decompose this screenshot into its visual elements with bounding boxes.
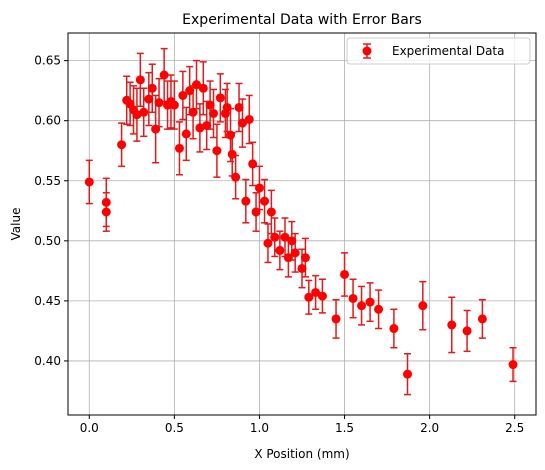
data-point	[248, 159, 258, 169]
chart-title: Experimental Data with Error Bars	[182, 12, 422, 28]
x-tick-label: 1.5	[335, 421, 354, 435]
y-tick-label: 0.50	[34, 234, 61, 248]
data-point	[178, 90, 188, 100]
data-point	[117, 140, 127, 150]
data-point	[251, 207, 261, 217]
data-point	[222, 102, 232, 112]
data-point	[418, 301, 428, 311]
data-point	[144, 94, 154, 104]
data-point	[169, 100, 179, 110]
data-point	[188, 107, 198, 117]
data-point	[174, 143, 184, 153]
data-point	[101, 207, 111, 217]
data-point	[205, 100, 215, 110]
x-tick-label: 0.0	[80, 421, 99, 435]
grid	[68, 33, 536, 415]
data-point	[374, 304, 384, 314]
data-point	[244, 114, 254, 124]
data-point	[447, 320, 457, 330]
data-point	[195, 123, 205, 133]
x-tick-label: 0.5	[165, 421, 184, 435]
data-points	[84, 70, 518, 379]
data-point	[508, 360, 518, 370]
y-tick-label: 0.45	[34, 294, 61, 308]
y-tick-label: 0.55	[34, 174, 61, 188]
y-axis-label: Value	[9, 208, 23, 241]
y-tick-label: 0.40	[34, 354, 61, 368]
data-point	[348, 293, 358, 303]
data-point	[357, 301, 367, 311]
x-axis-ticks: 0.0 0.5 1.0 1.5 2.0 2.5	[80, 415, 524, 435]
data-point	[389, 324, 399, 334]
data-point	[132, 110, 142, 120]
data-point	[331, 314, 341, 324]
data-point	[185, 86, 195, 96]
plot-frame	[67, 32, 537, 416]
data-point	[317, 291, 327, 301]
data-point	[280, 232, 290, 242]
data-point	[283, 253, 293, 263]
x-axis-label: X Position (mm)	[254, 447, 349, 461]
data-point	[181, 129, 191, 139]
x-tick-label: 2.5	[505, 421, 524, 435]
data-point	[215, 93, 225, 103]
data-point	[270, 232, 280, 242]
data-point	[254, 183, 264, 193]
data-point	[340, 269, 350, 279]
data-point	[154, 98, 164, 108]
data-point	[191, 80, 201, 90]
legend-box	[346, 37, 531, 65]
data-point	[403, 369, 413, 379]
y-tick-label: 0.60	[34, 114, 61, 128]
legend-marker	[362, 46, 372, 56]
x-tick-label: 1.0	[250, 421, 269, 435]
legend: Experimental Data	[346, 37, 531, 65]
data-point	[101, 197, 111, 207]
data-point	[297, 263, 307, 273]
x-tick-label: 2.0	[420, 421, 439, 435]
data-point	[231, 172, 241, 182]
data-point	[198, 83, 208, 93]
data-point	[159, 70, 169, 80]
data-point	[135, 75, 145, 85]
data-point	[84, 177, 94, 187]
data-point	[477, 314, 487, 324]
data-point	[237, 118, 247, 128]
data-point	[202, 120, 212, 130]
data-point	[300, 253, 310, 263]
data-point	[139, 107, 149, 117]
data-point	[275, 245, 285, 255]
data-point	[241, 196, 251, 206]
data-point	[287, 236, 297, 246]
data-point	[266, 207, 276, 217]
legend-entry: Experimental Data	[392, 44, 505, 58]
data-point	[263, 238, 273, 248]
data-point	[311, 287, 321, 297]
data-point	[226, 130, 236, 140]
data-point	[209, 108, 219, 118]
data-point	[227, 149, 237, 159]
data-point	[234, 102, 244, 112]
data-point	[290, 248, 300, 258]
data-point	[212, 146, 222, 156]
data-point	[151, 124, 161, 134]
y-axis-ticks: 0.40 0.45 0.50 0.55 0.60 0.65	[34, 54, 68, 368]
data-point	[365, 297, 375, 307]
data-point	[147, 83, 157, 93]
data-point	[462, 326, 472, 336]
data-point	[304, 292, 314, 302]
data-point	[260, 196, 270, 206]
y-tick-label: 0.65	[34, 54, 61, 68]
